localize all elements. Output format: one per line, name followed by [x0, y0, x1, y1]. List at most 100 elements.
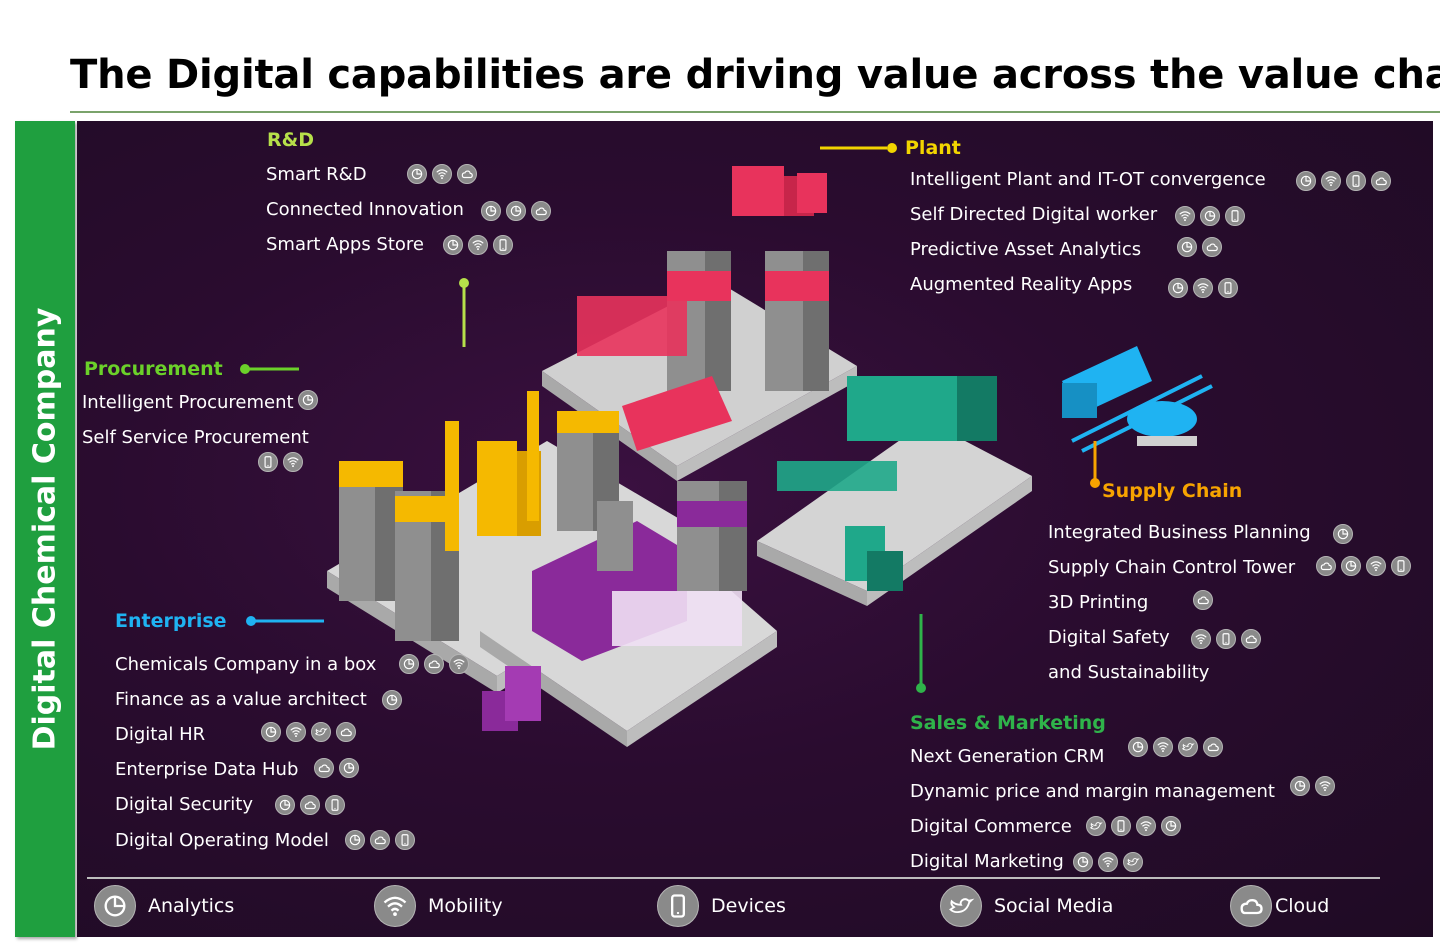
mobility-icon-glyph: [472, 240, 484, 251]
sales-item-icons: [1128, 737, 1223, 757]
procurement-item-icons: [258, 452, 303, 472]
legend-label: Devices: [711, 895, 786, 917]
rd-item: Connected Innovation: [266, 199, 464, 220]
mobility-icon: [286, 722, 306, 742]
analytics-icon: [1296, 171, 1316, 191]
sales-item-icons: [1086, 816, 1181, 836]
mobility-icon: [1315, 776, 1335, 796]
legend-label: Social Media: [994, 895, 1114, 917]
enterprise-item-icons: [275, 795, 345, 815]
supply-chain-item: Supply Chain Control Tower: [1048, 557, 1296, 578]
devices-icon: [1216, 629, 1236, 649]
sales-item: Digital Commerce: [910, 816, 1072, 837]
enterprise-item: Digital Operating Model: [115, 830, 329, 851]
enterprise-item: Digital Security: [115, 794, 254, 815]
social-media-icon-glyph: [1182, 743, 1195, 751]
analytics-icon: [1161, 816, 1181, 836]
legend-mobility: Mobility: [374, 885, 503, 927]
analytics-icon: [407, 164, 427, 184]
analytics-icon: [261, 722, 281, 742]
devices-icon-glyph: [671, 894, 685, 918]
cloud-icon: [1202, 237, 1222, 257]
enterprise-item: Enterprise Data Hub: [115, 759, 299, 780]
mobility-icon: [468, 235, 488, 255]
mobility-icon: [1175, 206, 1195, 226]
analytics-icon: [1341, 556, 1361, 576]
supply-chain-item: and Sustainability: [1048, 662, 1210, 683]
cloud-icon: [424, 654, 444, 674]
analytics-icon-glyph: [279, 799, 291, 811]
devices-icon: [657, 885, 699, 927]
mobility-icon-glyph: [453, 659, 465, 670]
legend-label: Analytics: [148, 895, 235, 917]
devices-icon-glyph: [401, 834, 409, 846]
plant-item-icons: [1168, 278, 1238, 298]
devices-icon-glyph: [1117, 820, 1125, 832]
legend-label: Cloud: [1275, 895, 1330, 917]
analytics-icon: [1168, 278, 1188, 298]
devices-icon: [1111, 816, 1131, 836]
procurement-heading: Procurement: [84, 358, 223, 380]
social-media-icon: [1086, 816, 1106, 836]
analytics-icon: [1073, 852, 1093, 872]
cloud-icon: [370, 830, 390, 850]
devices-icon-glyph: [331, 799, 339, 811]
devices-icon: [258, 452, 278, 472]
rd-item-icons: [443, 235, 513, 255]
social-media-icon-glyph: [949, 898, 975, 914]
sales-item: Dynamic price and margin management: [910, 781, 1275, 802]
analytics-icon-glyph: [1337, 528, 1349, 540]
analytics-icon-glyph: [343, 762, 355, 774]
cloud-icon-glyph: [1207, 743, 1219, 752]
analytics-icon: [399, 654, 419, 674]
devices-icon: [1225, 206, 1245, 226]
analytics-icon-glyph: [1165, 820, 1177, 832]
supply-chain-item-icons: [1191, 629, 1261, 649]
devices-icon: [395, 830, 415, 850]
rd-item-icons: [481, 201, 551, 221]
analytics-icon-glyph: [1181, 241, 1193, 253]
mobility-icon: [432, 164, 452, 184]
analytics-icon-glyph: [403, 658, 415, 670]
analytics-icon-glyph: [510, 205, 522, 217]
legend-cloud: Cloud: [1230, 885, 1329, 927]
legend-divider: [87, 877, 1380, 879]
mobility-icon-glyph: [1197, 283, 1209, 294]
cloud-icon: [314, 758, 334, 778]
plant-heading: Plant: [905, 137, 961, 159]
plant-item-icons: [1175, 206, 1245, 226]
mobility-icon-glyph: [436, 169, 448, 180]
mobility-icon: [449, 654, 469, 674]
isometric-plant-illustration: [240, 143, 1213, 747]
rd-item: Smart Apps Store: [266, 234, 425, 255]
procurement-item-icons: [298, 390, 318, 410]
rd-heading: R&D: [267, 129, 314, 151]
enterprise-item: Chemicals Company in a box: [115, 654, 377, 675]
legend-analytics: Analytics: [94, 885, 234, 927]
plant-item: Self Directed Digital worker: [910, 204, 1158, 225]
analytics-icon: [1177, 237, 1197, 257]
mobility-icon-glyph: [1140, 821, 1152, 832]
social-media-icon: [940, 885, 982, 927]
cloud-icon-glyph: [535, 207, 547, 216]
analytics-icon-glyph: [447, 239, 459, 251]
procurement-item: Self Service Procurement: [82, 427, 309, 448]
cloud-icon-glyph: [1197, 596, 1209, 605]
mobility-icon: [1366, 556, 1386, 576]
plant-item: Predictive Asset Analytics: [910, 239, 1142, 260]
supply-chain-item-icons: [1316, 556, 1411, 576]
page-title: The Digital capabilities are driving val…: [70, 52, 1440, 98]
devices-icon: [1391, 556, 1411, 576]
cloud-icon: [1241, 629, 1261, 649]
analytics-icon-glyph: [1172, 282, 1184, 294]
sales-item: Next Generation CRM: [910, 746, 1105, 767]
cloud-icon-glyph: [1206, 243, 1218, 252]
analytics-icon-glyph: [349, 834, 361, 846]
devices-icon-glyph: [1231, 210, 1239, 222]
plant-item: Augmented Reality Apps: [910, 274, 1133, 295]
analytics-icon-glyph: [104, 895, 126, 917]
value-chain-panel: R&D Plant Procurement Enterprise Supply …: [77, 121, 1433, 937]
mobility-icon: [1321, 171, 1341, 191]
cloud-icon-glyph: [1375, 177, 1387, 186]
analytics-icon-glyph: [1300, 175, 1312, 187]
